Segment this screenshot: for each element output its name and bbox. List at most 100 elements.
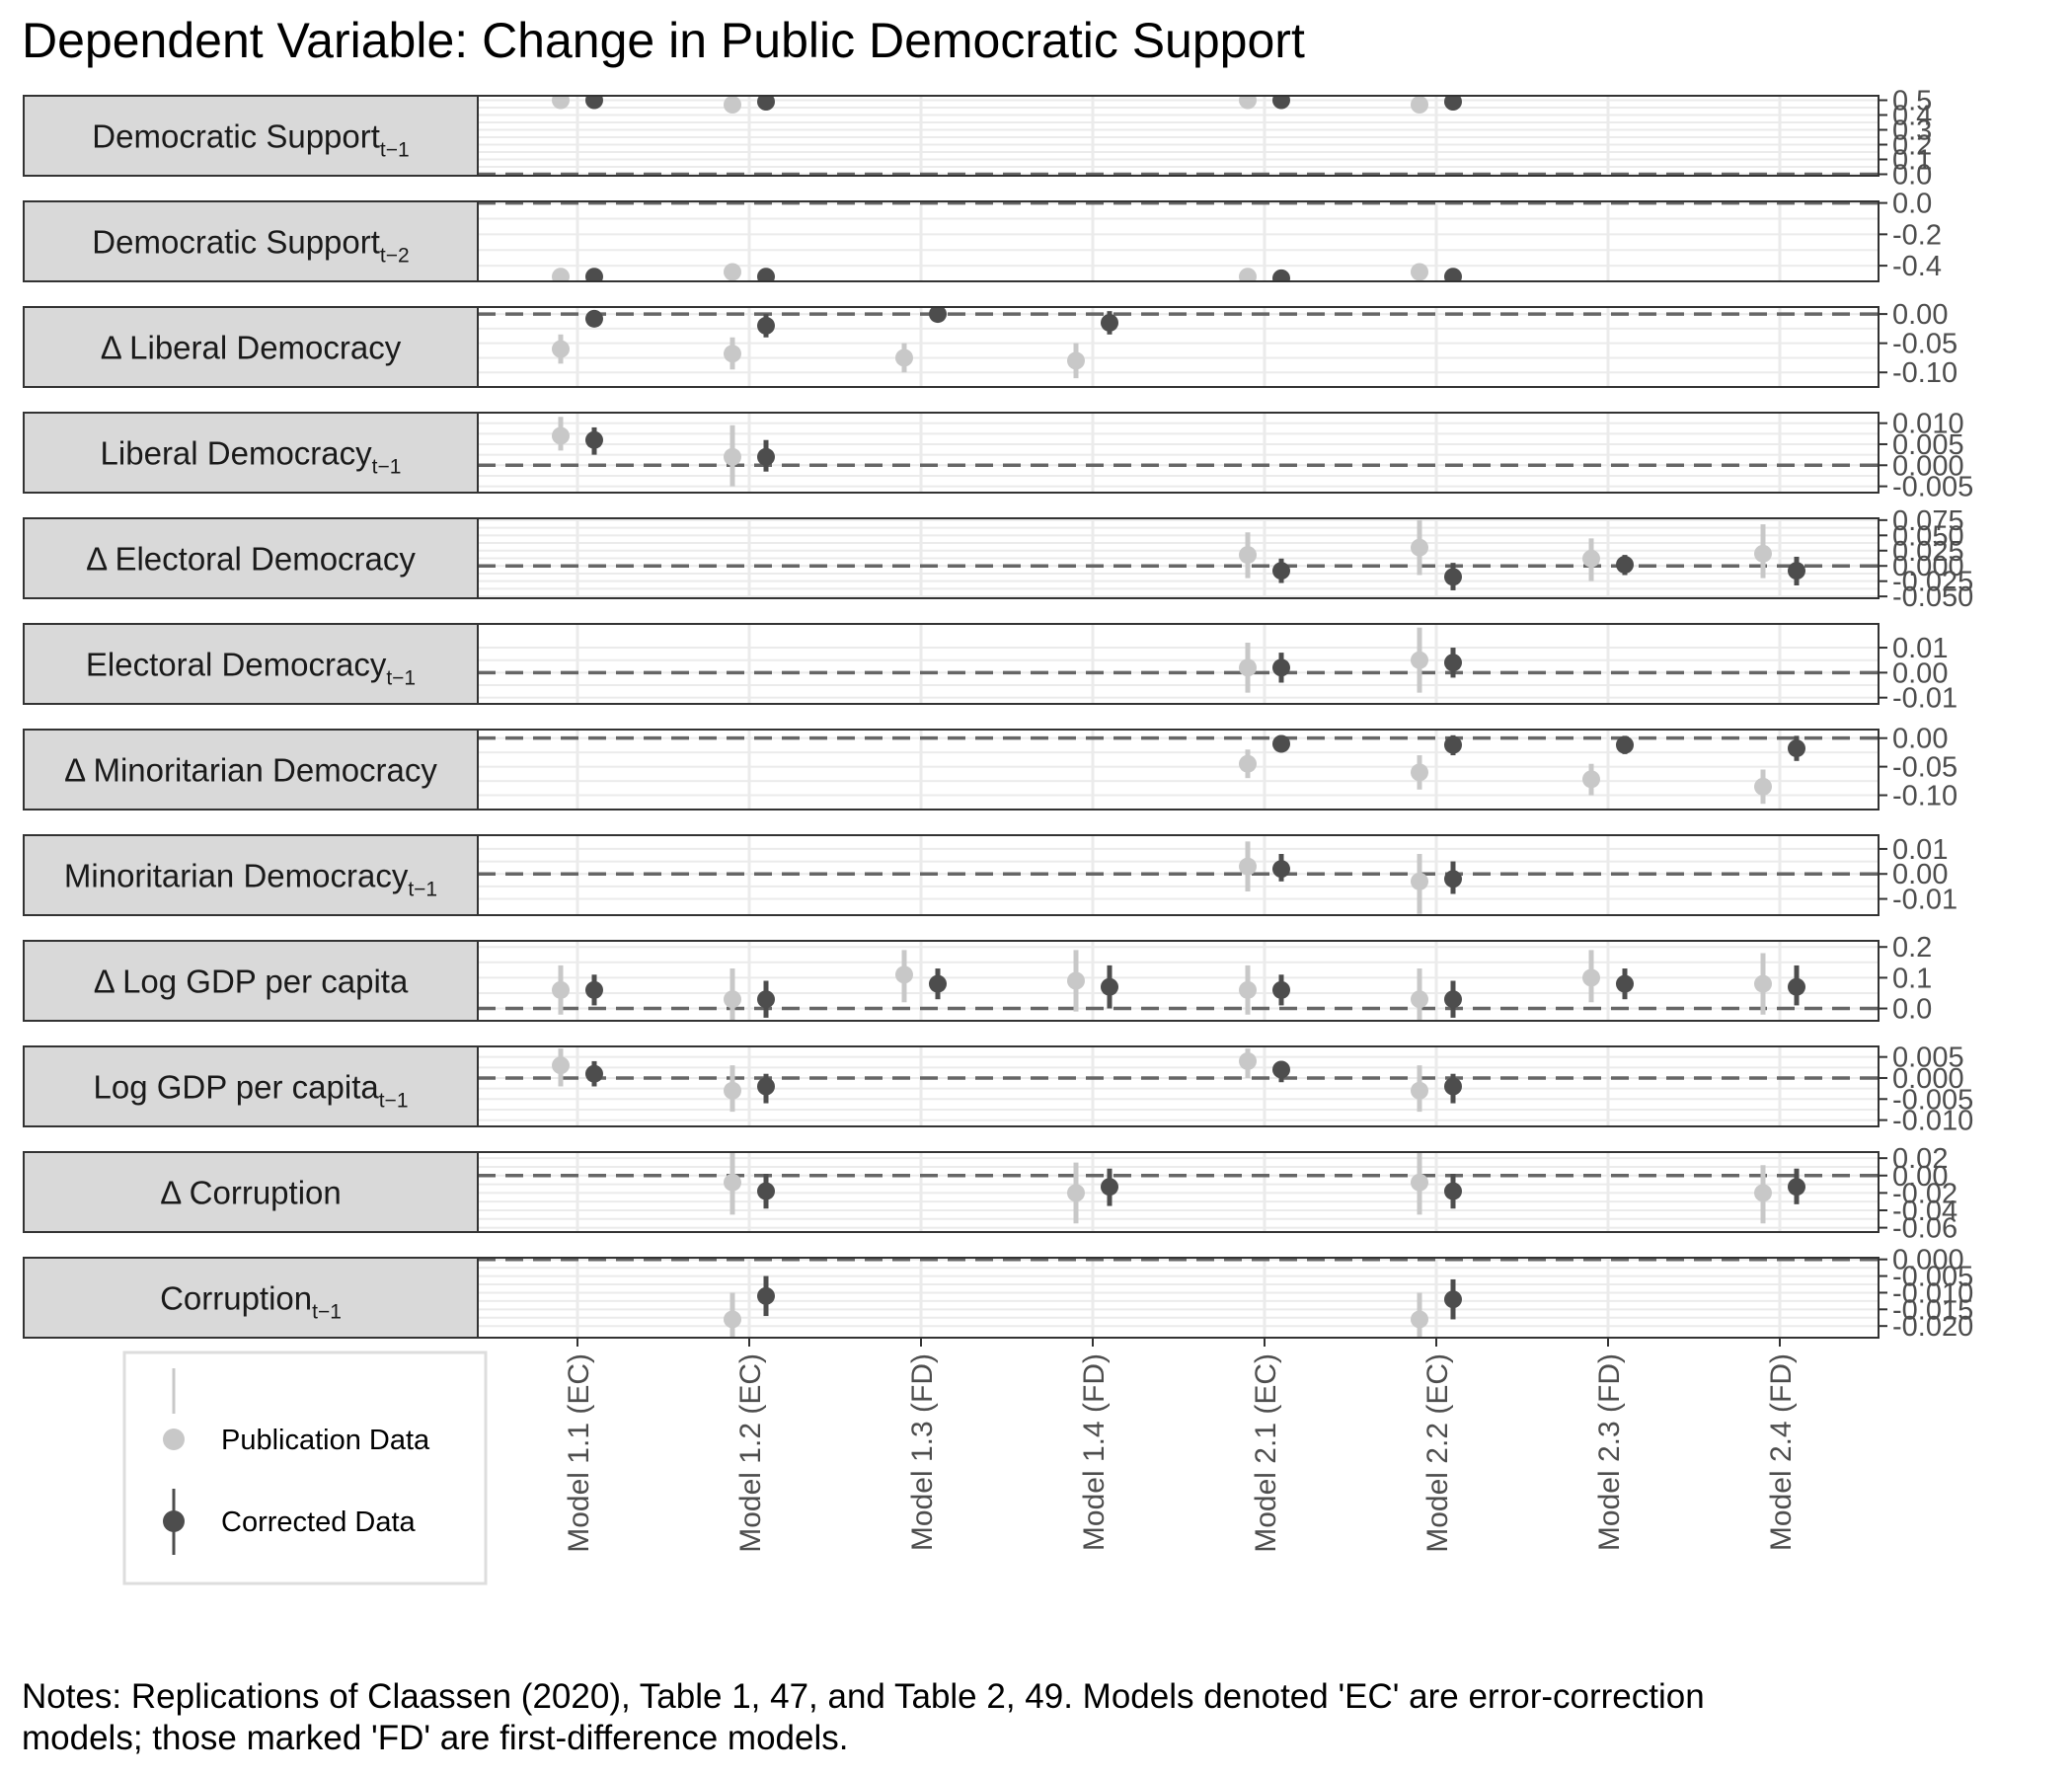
corrected-point xyxy=(1444,735,1462,754)
facet-label: Δ Log GDP per capita xyxy=(94,964,409,1000)
y-tick-label: 0.000 xyxy=(1892,450,1964,482)
publication-point xyxy=(895,348,913,367)
y-tick-label: -0.010 xyxy=(1892,1277,1973,1309)
corrected-point xyxy=(585,980,603,999)
facet-label-subscript: t−1 xyxy=(312,1301,342,1324)
publication-point xyxy=(1582,770,1600,789)
publication-point xyxy=(1239,546,1257,565)
y-tick-label: 0.0 xyxy=(1892,189,1932,220)
publication-point xyxy=(1067,1184,1085,1202)
facet-label: Δ Electoral Democracy xyxy=(86,541,416,578)
y-tick-label: 0.000 xyxy=(1892,1245,1964,1276)
publication-point xyxy=(1411,1173,1428,1192)
facet-label: Democratic Supportt−1 xyxy=(92,118,409,162)
publication-point xyxy=(1411,1310,1428,1329)
corrected-point xyxy=(1272,734,1290,753)
corrected-point xyxy=(1444,990,1462,1009)
y-tick-label: 0.010 xyxy=(1892,409,1964,440)
panel-background xyxy=(478,624,1879,704)
corrected-point xyxy=(757,1077,775,1096)
y-tick-label: 0.075 xyxy=(1892,505,1964,537)
facet-strip xyxy=(23,412,479,494)
facet-label-subscript: t−1 xyxy=(379,1090,409,1113)
coefficient-plot: Democratic Supportt−10.50.40.30.20.10.0D… xyxy=(23,86,1973,1585)
panel-marks xyxy=(552,417,775,487)
corrected-point xyxy=(757,1182,775,1200)
y-tick-label: 0.005 xyxy=(1892,429,1964,461)
corrected-point xyxy=(929,974,947,993)
facet-label-subscript: t−1 xyxy=(380,139,410,162)
corrected-point xyxy=(1101,1178,1118,1197)
legend-publication-label: Publication Data xyxy=(221,1425,430,1456)
facet-label-main: Minoritarian Democracy xyxy=(64,858,409,894)
y-tick-label: 0.000 xyxy=(1892,551,1964,582)
publication-point xyxy=(1239,857,1257,876)
y-tick-label: 0.0 xyxy=(1892,994,1932,1026)
y-tick-label: 0.01 xyxy=(1892,834,1948,866)
facet-strip xyxy=(23,729,479,811)
facet-label: Log GDP per capitat−1 xyxy=(93,1069,408,1113)
x-tick-label: Model 1.3 (FD) xyxy=(906,1353,939,1551)
y-tick-label: 0.00 xyxy=(1892,724,1948,755)
publication-point xyxy=(1411,538,1428,557)
y-tick-label: 0.0 xyxy=(1892,160,1932,192)
y-tick-label: -0.020 xyxy=(1892,1311,1973,1343)
facet-label-subscript: t−1 xyxy=(372,456,402,479)
facet-panel: Electoral Democracyt−1 0.010.00-0.01 xyxy=(23,623,1957,715)
publication-point xyxy=(724,345,741,363)
y-tick-label: -0.025 xyxy=(1892,567,1973,598)
panel-marks xyxy=(1239,519,1805,590)
facet-panel: Δ Corruption 0.020.00-0.02-0.04-0.06 xyxy=(23,1143,1957,1245)
panel-background xyxy=(478,1046,1879,1126)
y-tick-label: -0.02 xyxy=(1892,1178,1957,1209)
facet-strip xyxy=(23,200,479,282)
panel-background xyxy=(478,96,1879,176)
corrected-point xyxy=(1444,1182,1462,1200)
facet-label-main: Corruption xyxy=(160,1280,312,1317)
legend-publication-point xyxy=(163,1429,185,1450)
publication-point xyxy=(724,263,741,281)
corrected-point xyxy=(1616,974,1634,993)
corrected-point xyxy=(1272,562,1290,580)
publication-point xyxy=(552,340,570,358)
x-tick-label: Model 1.1 (EC) xyxy=(563,1353,595,1553)
x-tick-label: Model 1.2 (EC) xyxy=(734,1353,767,1553)
y-tick-label: -0.015 xyxy=(1892,1294,1973,1326)
facet-label-main: Democratic Support xyxy=(92,224,380,261)
corrected-point xyxy=(1101,977,1118,996)
publication-point xyxy=(1239,658,1257,677)
facet-label-subscript: t−1 xyxy=(408,879,437,901)
panel-border xyxy=(477,517,1880,599)
panel-border xyxy=(477,306,1880,388)
panel-border xyxy=(477,834,1880,916)
facet-label-subscript: t−2 xyxy=(380,245,410,268)
x-tick-label: Model 2.3 (FD) xyxy=(1593,1353,1626,1551)
corrected-point xyxy=(1444,1290,1462,1309)
facet-label: Δ Liberal Democracy xyxy=(101,330,402,366)
facet-panel: Δ Liberal Democracy 0.00-0.05-0.10 xyxy=(23,299,1957,389)
panel-marks xyxy=(724,1275,1462,1338)
y-tick-label: 0.3 xyxy=(1892,116,1932,147)
corrected-point xyxy=(1788,562,1805,580)
y-tick-label: -0.005 xyxy=(1892,472,1973,503)
facet-label-main: Δ Electoral Democracy xyxy=(86,541,416,578)
panel-border xyxy=(477,412,1880,494)
facet-label: Δ Minoritarian Democracy xyxy=(64,752,437,789)
corrected-point xyxy=(585,268,603,281)
corrected-point xyxy=(585,1064,603,1083)
y-tick-label: 0.00 xyxy=(1892,1161,1948,1193)
publication-point xyxy=(724,1173,741,1192)
y-tick-label: -0.04 xyxy=(1892,1196,1957,1227)
y-tick-label: -0.06 xyxy=(1892,1213,1957,1245)
corrected-point xyxy=(757,447,775,466)
panel-marks xyxy=(1239,841,1462,914)
facet-label: Electoral Democracyt−1 xyxy=(86,647,416,690)
corrected-point xyxy=(1272,1060,1290,1079)
publication-point xyxy=(1411,651,1428,669)
facet-strip xyxy=(23,306,479,388)
publication-point xyxy=(1239,754,1257,773)
publication-point xyxy=(1582,549,1600,568)
y-tick-label: 0.1 xyxy=(1892,145,1932,177)
corrected-point xyxy=(757,990,775,1009)
x-tick-label: Model 2.4 (FD) xyxy=(1765,1353,1798,1551)
